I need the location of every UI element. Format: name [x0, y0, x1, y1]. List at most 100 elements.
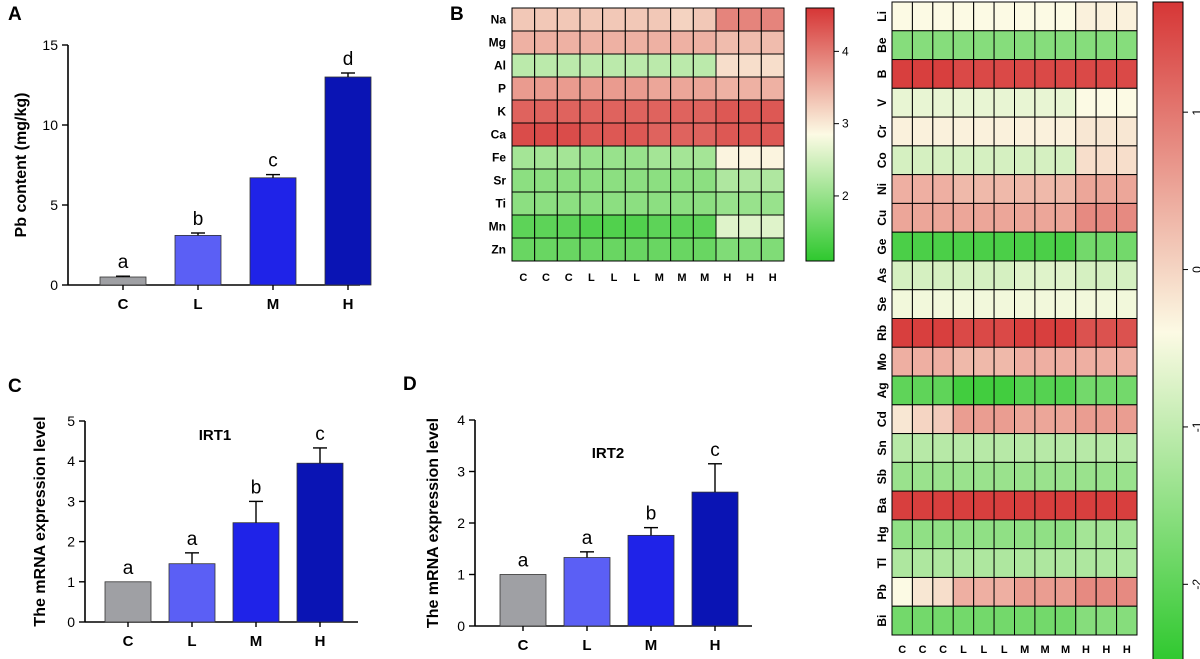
row-label: Se: [875, 296, 889, 311]
heatmap-cell: [556, 191, 581, 216]
row-label: Al: [494, 59, 506, 73]
heatmap-cell: [579, 53, 604, 78]
heatmap-cell: [952, 30, 975, 61]
heatmap-cell: [911, 59, 934, 89]
heatmap-cell: [670, 214, 694, 239]
heatmap-cell: [670, 53, 694, 78]
heatmap-cell: [993, 174, 1015, 204]
row-label: P: [498, 82, 506, 96]
heatmap-cell: [1014, 231, 1036, 262]
heatmap-cell: [952, 375, 975, 406]
heatmap-cell: [1054, 202, 1077, 233]
heatmap-cell: [602, 145, 626, 170]
heatmap-cell: [738, 53, 762, 78]
column-label: C: [939, 644, 947, 656]
heatmap-cell: [1014, 490, 1036, 521]
heatmap-cell: [1034, 174, 1056, 204]
heatmap-cell: [891, 59, 913, 89]
heatmap-cell: [952, 433, 975, 463]
x-tick-label: L: [582, 637, 591, 654]
bar-chart-c: 0 1 2 3 4 5 The mRNA expression level IRT1 a Ca Lb…: [32, 413, 358, 650]
heatmap-cell: [1034, 605, 1056, 636]
heatmap-cell: [952, 576, 975, 607]
heatmap-cell: [1075, 116, 1097, 147]
row-label: Fe: [492, 151, 506, 165]
heatmap-cell: [973, 404, 995, 435]
panel-letter-d: D: [403, 374, 417, 395]
heatmap-cell: [1054, 1, 1077, 32]
heatmap-cell: [1095, 116, 1118, 147]
heatmap-cell: [647, 191, 672, 216]
column-label: C: [519, 272, 527, 284]
heatmap-cell: [911, 548, 934, 578]
heatmap-cell: [973, 433, 995, 463]
heatmap-cell: [1095, 231, 1118, 262]
heatmap-cell: [932, 404, 954, 435]
chart-title: IRT2: [592, 445, 625, 462]
heatmap-cell: [534, 237, 558, 262]
heatmap-cell: [891, 346, 913, 377]
heatmap-cell: [692, 7, 717, 32]
heatmap-cell: [932, 433, 954, 463]
bar-m: [232, 522, 280, 623]
heatmap-cell: [993, 59, 1015, 89]
y-tick-label: 2: [67, 534, 75, 550]
row-label: Zn: [491, 243, 506, 257]
heatmap-cell: [891, 318, 913, 348]
heatmap-cell: [579, 145, 604, 170]
heatmap-cell: [911, 202, 934, 233]
heatmap-cell: [715, 168, 740, 193]
heatmap-cell: [556, 7, 581, 32]
heatmap-cell: [715, 191, 740, 216]
heatmap-cell: [973, 375, 995, 406]
heatmap-cell: [1034, 576, 1056, 607]
heatmap-cell: [1095, 260, 1118, 291]
heatmap-cell: [1075, 548, 1097, 578]
heatmap-cell: [1014, 576, 1036, 607]
heatmap-cell: [891, 433, 913, 463]
heatmap-cell: [1116, 318, 1138, 348]
heatmap-cell: [1075, 174, 1097, 204]
heatmap-cell: [647, 99, 672, 124]
heatmap-cell: [1116, 461, 1138, 492]
heatmap-cell: [647, 76, 672, 101]
heatmap-cell: [602, 30, 626, 55]
heatmap-cell: [1116, 548, 1138, 578]
column-label: L: [611, 272, 618, 284]
heatmap-cell: [911, 605, 934, 636]
row-label: Ba: [875, 498, 889, 514]
heatmap-cell: [738, 145, 762, 170]
heatmap-cell: [556, 99, 581, 124]
heatmap-cell: [556, 122, 581, 147]
heatmap-cell: [952, 145, 975, 176]
significance-letter-l: a: [187, 529, 198, 550]
heatmap-cell: [1034, 202, 1056, 233]
heatmap-cell: [973, 490, 995, 521]
heatmap-cell: [1014, 375, 1036, 406]
heatmap-cell: [911, 318, 934, 348]
heatmap-cell: [891, 519, 913, 550]
heatmap-cell: [511, 30, 536, 55]
heatmap-cell: [932, 576, 954, 607]
row-label: Ti: [496, 197, 506, 211]
heatmap-cell: [1054, 346, 1077, 377]
heatmap-cell: [1116, 87, 1138, 118]
heatmap-cell: [692, 214, 717, 239]
column-label: M: [1020, 644, 1029, 656]
heatmap-cell: [932, 231, 954, 262]
heatmap-cell: [579, 76, 604, 101]
heatmap-cell: [993, 30, 1015, 61]
y-axis-title: Pb content (mg/kg): [13, 93, 30, 238]
heatmap-cell: [534, 122, 558, 147]
heatmap-cell: [1075, 30, 1097, 61]
y-tick-label: 0: [457, 618, 465, 634]
x-tick-label: L: [193, 296, 202, 313]
heatmap-cell: [911, 174, 934, 204]
y-tick-label: 5: [50, 197, 58, 213]
panel-letter-a: A: [8, 4, 22, 25]
heatmap-cell: [973, 59, 995, 89]
column-label: M: [700, 272, 709, 284]
heatmap-cell: [1095, 576, 1118, 607]
heatmap-cell: [993, 548, 1015, 578]
